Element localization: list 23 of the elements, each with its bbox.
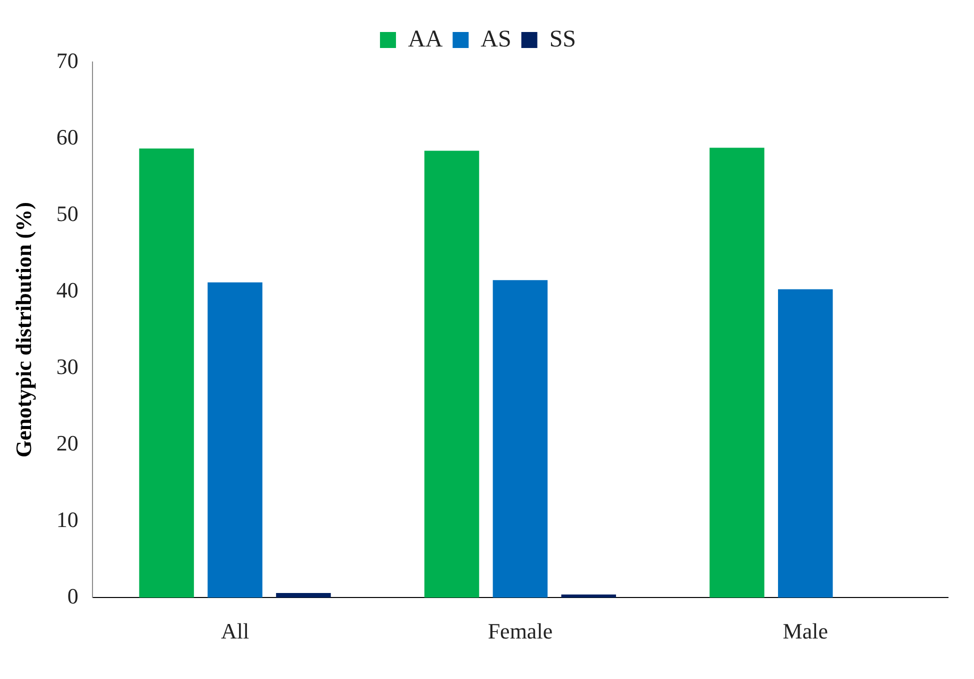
bar	[710, 148, 764, 598]
y-tick-label: 30	[56, 354, 78, 379]
bar	[139, 148, 194, 598]
y-tick-label: 10	[56, 506, 78, 532]
x-tick-label: All	[220, 618, 250, 644]
legend-label: AA	[408, 26, 444, 52]
bar	[492, 280, 548, 598]
legend-label: SS	[549, 26, 576, 52]
y-axis-title: Genotypic distribution (%)	[10, 202, 36, 458]
y-tick-label: 70	[56, 48, 78, 73]
bar	[778, 289, 833, 598]
y-tick-label: 0	[67, 583, 78, 608]
y-tick-label: 20	[56, 430, 78, 456]
legend-label: AS	[480, 26, 512, 52]
bar	[208, 282, 262, 598]
y-tick-label: 60	[56, 124, 78, 150]
bar	[424, 150, 480, 598]
bar	[561, 594, 616, 598]
x-tick-label: Female	[488, 618, 553, 644]
y-tick-label: 50	[56, 200, 78, 226]
x-tick-label: Male	[782, 618, 828, 644]
y-tick-label: 40	[56, 277, 78, 302]
bar	[276, 593, 331, 598]
